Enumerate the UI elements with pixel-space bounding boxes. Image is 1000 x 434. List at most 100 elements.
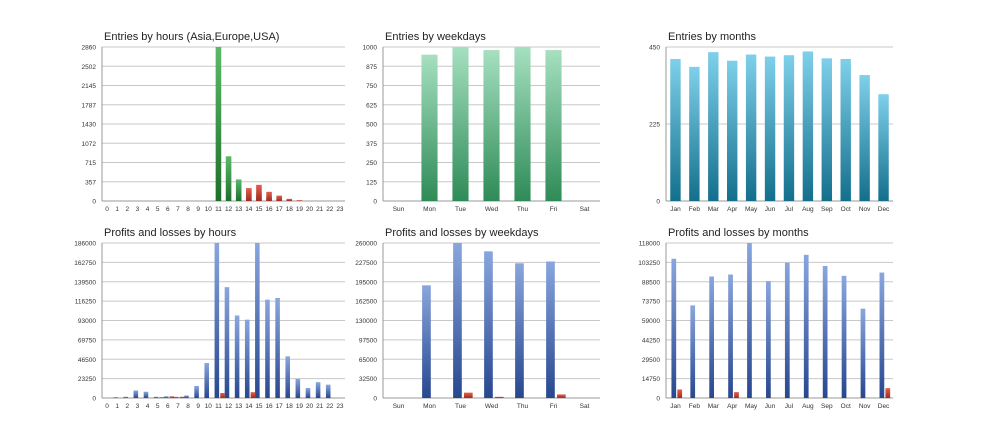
x-tick-label: 2 xyxy=(126,403,130,410)
bar xyxy=(802,51,814,202)
chart-2: Entries by weekdays 0 125 250 375 500 625 750 87… xyxy=(363,31,600,213)
y-tick-label: 1430 xyxy=(82,122,97,129)
x-tick-label: 21 xyxy=(316,206,324,213)
y-tick-label: 1072 xyxy=(82,141,97,148)
bar xyxy=(204,363,209,398)
bar xyxy=(878,94,889,201)
chart-title: Entries by months xyxy=(668,31,757,43)
x-tick-label: 12 xyxy=(225,206,233,213)
bar xyxy=(194,385,199,398)
x-tick-label: Apr xyxy=(727,206,738,213)
y-tick-label: 32500 xyxy=(359,376,377,383)
x-tick-label: Nov xyxy=(859,206,871,213)
bar xyxy=(174,396,179,398)
x-tick-label: Sep xyxy=(821,403,833,410)
x-tick-label: Wed xyxy=(485,206,499,213)
bar-secondary xyxy=(885,388,891,398)
x-tick-label: 6 xyxy=(166,206,170,213)
bar xyxy=(709,276,715,398)
x-tick-label: Mar xyxy=(708,206,720,213)
x-tick-label: Oct xyxy=(841,206,851,213)
y-tick-label: 195000 xyxy=(355,279,377,286)
x-tick-label: Mon xyxy=(423,206,436,213)
x-tick-label: 1 xyxy=(115,206,119,213)
x-tick-label: 5 xyxy=(156,403,160,410)
x-tick-label: Sat xyxy=(580,403,590,410)
bar xyxy=(514,47,531,201)
y-tick-label: 0 xyxy=(373,396,377,403)
y-tick-label: 750 xyxy=(366,83,377,90)
y-tick-label: 162750 xyxy=(74,260,96,267)
bar xyxy=(671,258,677,398)
y-tick-label: 118000 xyxy=(639,241,661,248)
bar xyxy=(215,47,222,201)
bar xyxy=(295,378,301,398)
x-tick-label: Jan xyxy=(670,403,681,410)
bar xyxy=(133,390,139,398)
bar-secondary xyxy=(463,392,473,398)
y-tick-label: 0 xyxy=(656,199,660,206)
bar xyxy=(452,47,469,201)
bar-secondary xyxy=(296,200,303,201)
x-tick-label: 17 xyxy=(276,403,284,410)
bar xyxy=(214,243,220,398)
bar xyxy=(224,287,230,398)
bar-secondary xyxy=(169,396,175,398)
x-tick-label: Jun xyxy=(765,403,776,410)
x-tick-label: 13 xyxy=(235,206,243,213)
bar xyxy=(784,262,790,398)
bar xyxy=(803,254,809,398)
bar xyxy=(690,305,696,398)
x-tick-label: 8 xyxy=(186,206,190,213)
bar xyxy=(515,263,524,398)
y-tick-label: 625 xyxy=(366,102,377,109)
y-tick-label: 2860 xyxy=(82,45,97,52)
bar xyxy=(670,58,681,201)
y-tick-label: 93000 xyxy=(78,318,96,325)
chart-title: Profits and losses by hours xyxy=(104,227,237,239)
x-tick-label: 11 xyxy=(215,206,222,213)
bar xyxy=(163,396,169,398)
x-tick-label: Feb xyxy=(689,206,701,213)
bar xyxy=(859,75,870,201)
y-tick-label: 225 xyxy=(649,122,660,129)
x-tick-label: 14 xyxy=(245,403,253,410)
y-tick-label: 88500 xyxy=(642,279,660,286)
bar xyxy=(546,261,555,398)
x-tick-label: Jul xyxy=(785,403,794,410)
x-tick-label: Aug xyxy=(802,206,814,213)
x-tick-label: 2 xyxy=(126,206,130,213)
bar-secondary xyxy=(256,184,262,201)
bar xyxy=(244,319,250,398)
x-tick-label: 9 xyxy=(196,403,200,410)
y-tick-label: 375 xyxy=(366,141,377,148)
x-tick-label: 10 xyxy=(205,206,213,213)
x-tick-label: Fri xyxy=(550,206,558,213)
y-tick-label: 23250 xyxy=(78,376,96,383)
bar xyxy=(422,285,431,398)
chart-4: Profits and losses by hours0232504650069… xyxy=(74,227,345,410)
x-tick-label: 17 xyxy=(276,206,284,213)
x-tick-label: Thu xyxy=(517,403,529,410)
y-tick-label: 875 xyxy=(366,64,377,71)
x-tick-label: 23 xyxy=(336,206,344,213)
y-tick-label: 357 xyxy=(85,179,96,186)
bar xyxy=(235,179,242,201)
y-tick-label: 0 xyxy=(92,396,96,403)
y-tick-label: 2145 xyxy=(82,83,97,90)
x-tick-label: 18 xyxy=(286,206,294,213)
bar xyxy=(545,50,562,201)
y-tick-label: 2502 xyxy=(82,64,97,71)
bar xyxy=(764,56,776,202)
x-tick-label: 20 xyxy=(306,403,314,410)
x-tick-label: 15 xyxy=(255,403,263,410)
x-tick-label: Nov xyxy=(859,403,871,410)
x-tick-label: 1 xyxy=(115,403,119,410)
x-tick-label: Feb xyxy=(689,403,701,410)
bar xyxy=(728,274,733,398)
x-tick-label: Wed xyxy=(485,403,499,410)
x-tick-label: Sat xyxy=(580,206,590,213)
y-tick-label: 139500 xyxy=(74,279,96,286)
bar xyxy=(483,50,500,201)
